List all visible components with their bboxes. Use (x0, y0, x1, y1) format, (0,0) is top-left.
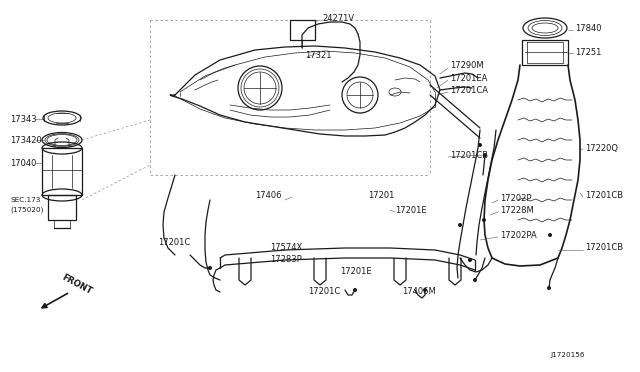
Text: 17201CB: 17201CB (585, 244, 623, 253)
Circle shape (423, 288, 427, 292)
Circle shape (478, 143, 482, 147)
Text: 17251: 17251 (575, 48, 602, 57)
Text: 17574X: 17574X (270, 244, 302, 253)
Text: 17201E: 17201E (340, 267, 372, 276)
Circle shape (468, 258, 472, 262)
Text: 173420: 173420 (10, 135, 42, 144)
Text: J1720156: J1720156 (550, 352, 584, 358)
Text: 17040: 17040 (10, 158, 36, 167)
Text: 17201CB: 17201CB (585, 190, 623, 199)
Circle shape (548, 233, 552, 237)
Text: 17201E: 17201E (395, 205, 427, 215)
Text: 17202PA: 17202PA (500, 231, 537, 240)
Text: 17201C: 17201C (308, 288, 340, 296)
Text: 17406: 17406 (255, 190, 282, 199)
Text: 17201C: 17201C (158, 237, 190, 247)
Circle shape (353, 288, 357, 292)
Circle shape (208, 266, 212, 270)
Text: FRONT: FRONT (60, 272, 93, 296)
Text: 17290M: 17290M (450, 61, 484, 70)
Text: 17202P: 17202P (500, 193, 531, 202)
Circle shape (483, 153, 487, 157)
Circle shape (473, 278, 477, 282)
Text: 24271V: 24271V (322, 13, 354, 22)
Text: 17201: 17201 (368, 190, 394, 199)
Text: 17201EA: 17201EA (450, 74, 488, 83)
Text: 17406M: 17406M (402, 288, 436, 296)
Text: 17228M: 17228M (500, 205, 534, 215)
Text: 17201CB: 17201CB (450, 151, 488, 160)
Text: 17343: 17343 (10, 115, 36, 124)
Circle shape (482, 218, 486, 222)
Text: (175020): (175020) (10, 207, 44, 213)
Circle shape (458, 223, 462, 227)
Text: 17283P: 17283P (270, 256, 301, 264)
Text: 17840: 17840 (575, 23, 602, 32)
Text: SEC.173: SEC.173 (10, 197, 40, 203)
Text: 17220Q: 17220Q (585, 144, 618, 153)
Circle shape (547, 286, 551, 290)
Text: 17201CA: 17201CA (450, 86, 488, 94)
Text: 17321: 17321 (305, 51, 332, 60)
